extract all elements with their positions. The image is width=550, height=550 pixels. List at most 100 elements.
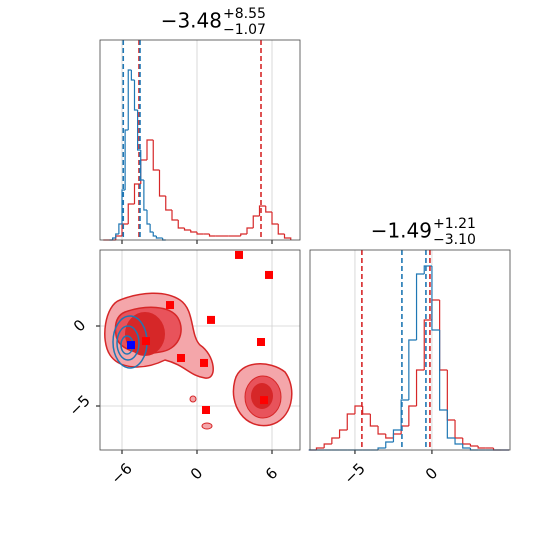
histogram-bin <box>115 233 119 238</box>
histogram-bin <box>143 180 147 211</box>
point <box>260 396 268 405</box>
x-tick-label: 6 <box>262 464 281 483</box>
axes-frame <box>99 39 301 241</box>
histogram-bin <box>115 235 122 240</box>
histogram-bin <box>146 139 154 160</box>
histogram-bin <box>408 405 417 426</box>
histogram-bin <box>130 70 135 81</box>
histogram-bin <box>385 434 394 439</box>
point <box>207 315 215 324</box>
histogram-bin <box>158 170 166 197</box>
point <box>200 358 208 367</box>
histogram-bin <box>454 438 463 445</box>
histogram-bin <box>258 205 266 216</box>
point <box>202 406 210 414</box>
histogram-bin <box>118 223 122 234</box>
contour-outer <box>189 395 197 403</box>
y-tick-label: −5 <box>65 391 93 419</box>
histogram-bin <box>362 406 371 415</box>
histogram-bin <box>354 405 363 414</box>
axes-frame <box>309 249 511 451</box>
title-value: −1.49 <box>371 219 432 243</box>
histogram-bin <box>423 319 432 370</box>
contour-blue <box>116 325 140 361</box>
point <box>127 341 135 350</box>
point <box>142 337 150 346</box>
histogram-bin <box>240 233 247 236</box>
histogram-bin <box>152 140 160 171</box>
title-upper: +8.55 <box>223 6 266 22</box>
histogram-bin <box>149 224 154 233</box>
histogram-bin <box>385 441 394 448</box>
y-tick-label: 0 <box>70 316 89 335</box>
histogram-bin <box>127 203 135 224</box>
histogram-bin <box>377 426 386 435</box>
histogram-bin <box>121 189 126 224</box>
point <box>177 354 185 362</box>
histogram-bin <box>477 446 486 449</box>
histogram-bin <box>177 220 185 229</box>
histogram-bin <box>431 299 440 320</box>
point <box>265 270 273 279</box>
histogram-bin <box>462 444 471 449</box>
histogram-bin <box>415 369 425 406</box>
x-tick-label: −5 <box>340 459 368 487</box>
histogram-bin <box>346 413 355 430</box>
histogram-bin <box>208 234 216 237</box>
title-upper: +1.21 <box>433 216 476 232</box>
x-tick-label: −6 <box>107 459 135 487</box>
contours <box>104 292 293 430</box>
x-tick-label: 0 <box>422 464 441 483</box>
histogram-bin <box>124 129 129 190</box>
histogram-bin <box>369 414 379 427</box>
histogram-bin <box>315 447 325 450</box>
contour-inner <box>251 383 273 409</box>
histogram-bin <box>246 227 254 234</box>
histogram-bin <box>446 410 456 439</box>
point <box>235 250 243 259</box>
histogram-bin <box>283 234 292 240</box>
histogram-bin <box>439 330 448 411</box>
histogram-bin <box>127 69 132 130</box>
x-tick-label: 0 <box>187 464 206 483</box>
histogram-bin <box>454 420 463 439</box>
axes-frame <box>99 249 301 451</box>
histogram-bin <box>265 206 272 213</box>
title-value: −3.48 <box>161 9 222 33</box>
histogram-bin <box>323 443 332 448</box>
histogram-bin <box>392 429 402 442</box>
contour-outer <box>201 422 213 430</box>
histogram-bin <box>338 429 348 438</box>
point <box>166 301 174 310</box>
title-lower: −1.07 <box>223 22 266 38</box>
histogram-bin <box>446 370 456 421</box>
title-lower: −3.10 <box>433 232 476 248</box>
point <box>257 338 265 346</box>
histogram-bin <box>133 80 138 111</box>
histogram-bin <box>331 437 340 444</box>
contour-inner <box>125 312 165 356</box>
histogram-bin <box>462 438 471 445</box>
histogram-bin <box>277 224 285 235</box>
histogram-bin <box>415 273 425 340</box>
histogram-bin <box>196 232 204 235</box>
histogram-bin <box>392 433 402 438</box>
histogram-bin <box>165 196 172 211</box>
histogram-bin <box>469 444 479 447</box>
histogram-bin <box>408 339 417 400</box>
histogram-bin <box>146 210 151 225</box>
histogram-bin <box>171 210 179 221</box>
histogram-bin <box>152 232 157 237</box>
histogram-bin <box>183 228 191 231</box>
histogram-bin <box>377 447 386 450</box>
histogram-bin <box>271 212 279 225</box>
histogram-bin <box>439 300 448 371</box>
histogram-bin <box>252 215 260 228</box>
histogram-bin <box>112 237 116 240</box>
histogram-bin <box>190 230 197 233</box>
histogram-bin <box>140 150 144 181</box>
histogram-bin <box>137 110 141 151</box>
histogram-bin <box>155 236 160 239</box>
histogram-bin <box>431 266 440 331</box>
